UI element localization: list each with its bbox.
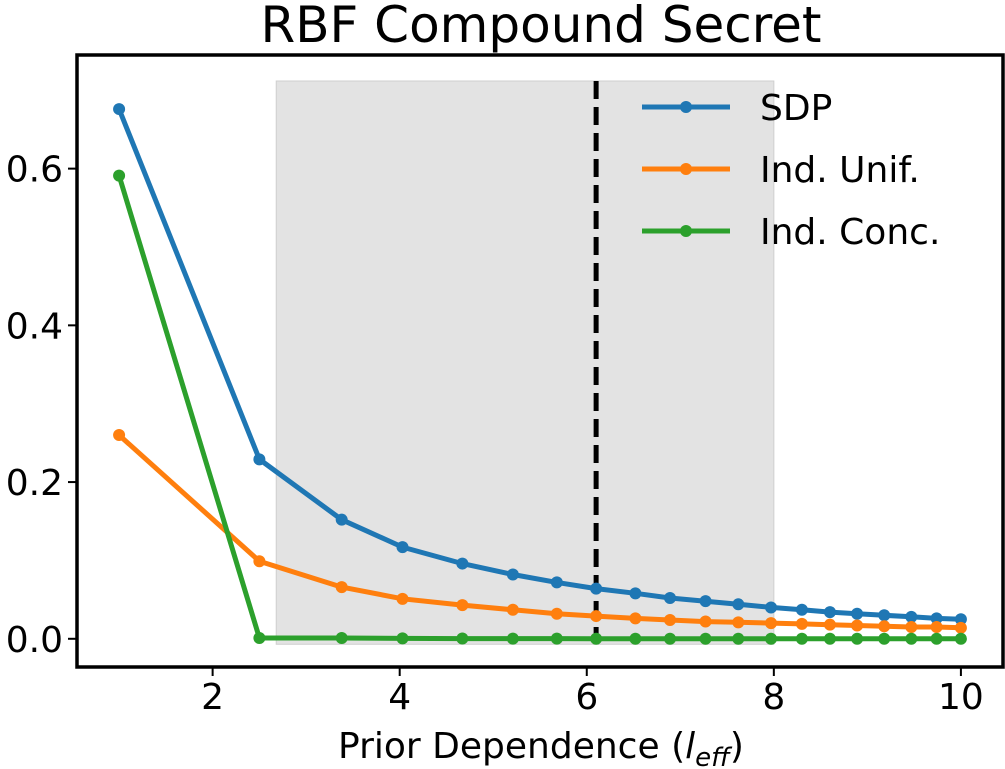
data-point [699, 595, 712, 608]
data-point [930, 612, 943, 625]
legend-item: Ind. Unif. [642, 150, 920, 191]
y-tick-label: 0.2 [6, 463, 63, 504]
data-point [253, 453, 266, 466]
data-point [456, 557, 469, 570]
data-point [851, 619, 864, 632]
data-point [506, 568, 519, 581]
x-tick-label: 4 [388, 677, 411, 718]
data-point [456, 599, 469, 612]
data-point [590, 582, 603, 595]
y-tick-label: 0.0 [6, 620, 63, 661]
data-point [113, 103, 126, 116]
data-point [878, 620, 891, 633]
x-axis-label-subscript: eff [695, 743, 733, 769]
data-point [629, 632, 642, 645]
data-point [253, 555, 266, 568]
data-point [795, 603, 808, 616]
data-point [851, 632, 864, 645]
data-point [954, 621, 967, 634]
data-point [851, 607, 864, 620]
legend-item: Ind. Conc. [642, 212, 940, 253]
legend-label: Ind. Conc. [760, 212, 940, 253]
legend-label: SDP [760, 88, 832, 129]
data-point [732, 598, 745, 611]
data-point [113, 169, 126, 182]
data-point [629, 587, 642, 600]
series-2 [113, 169, 967, 645]
data-point [905, 632, 918, 645]
data-point [765, 601, 778, 614]
data-point [335, 632, 348, 645]
legend-label: Ind. Unif. [760, 150, 920, 191]
x-tick-label: 8 [762, 677, 785, 718]
data-point [795, 617, 808, 630]
x-axis-label-variable: l [685, 726, 695, 767]
data-point [878, 632, 891, 645]
data-point [335, 581, 348, 594]
data-point [335, 513, 348, 526]
data-point [550, 576, 563, 589]
y-tick-label: 0.6 [6, 150, 63, 191]
data-point [506, 603, 519, 616]
data-point [732, 632, 745, 645]
data-point [905, 610, 918, 623]
data-point [506, 632, 519, 645]
plot-frame [75, 53, 1005, 669]
legend-marker [680, 225, 692, 237]
data-point [550, 607, 563, 620]
series-0 [113, 103, 967, 626]
data-point [396, 541, 409, 554]
data-point [664, 632, 677, 645]
data-point [396, 592, 409, 605]
shaded-region [275, 80, 775, 645]
data-point [456, 632, 469, 645]
chart-title: RBF Compound Secret [260, 0, 821, 54]
data-point [878, 609, 891, 622]
data-point [732, 616, 745, 629]
data-point [253, 632, 266, 645]
data-point [823, 606, 836, 619]
x-axis-label-prefix: Prior Dependence ( [338, 726, 685, 767]
x-tick-label: 10 [938, 677, 984, 718]
data-point [590, 632, 603, 645]
x-axis-label: Prior Dependence (leff) [338, 726, 744, 769]
data-point [954, 613, 967, 626]
plot-area [113, 80, 967, 645]
x-axis-label-suffix: ) [730, 726, 744, 767]
legend-item: SDP [642, 88, 832, 129]
x-tick-label: 2 [201, 677, 224, 718]
axis-ticks: 2 4 6 8 10 0.0 0.2 0.4 0.6 [6, 150, 984, 718]
data-point [765, 632, 778, 645]
data-point [113, 429, 126, 442]
data-point [823, 632, 836, 645]
legend-marker [680, 101, 692, 113]
data-point [954, 632, 967, 645]
data-point [664, 613, 677, 626]
data-point [664, 592, 677, 605]
legend: SDP Ind. Unif. Ind. Conc. [642, 88, 940, 253]
legend-marker [680, 163, 692, 175]
y-tick-label: 0.4 [6, 306, 63, 347]
data-point [699, 632, 712, 645]
data-point [765, 617, 778, 630]
data-point [396, 632, 409, 645]
data-point [629, 612, 642, 625]
data-point [795, 632, 808, 645]
data-point [699, 615, 712, 628]
data-point [930, 632, 943, 645]
data-point [550, 632, 563, 645]
data-point [590, 610, 603, 623]
x-tick-label: 6 [575, 677, 598, 718]
series-1 [113, 429, 967, 634]
data-point [930, 621, 943, 634]
data-point [823, 618, 836, 631]
data-point [905, 621, 918, 634]
